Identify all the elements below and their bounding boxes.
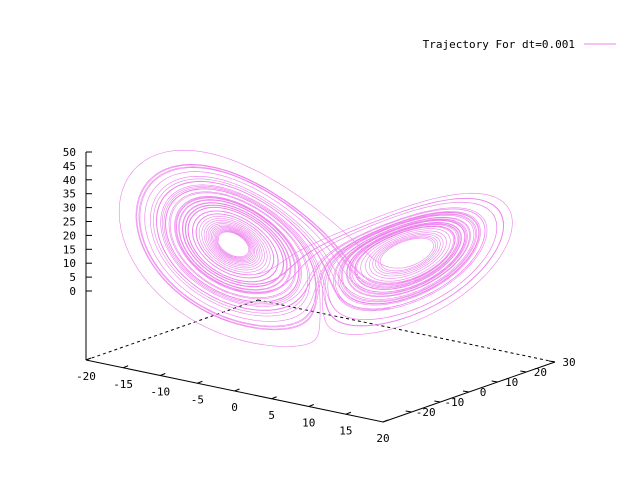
z-tick-label: 45 (63, 160, 76, 173)
z-tick-label: 30 (63, 202, 76, 215)
y-tick-mark (462, 390, 470, 393)
x-tick-mark (271, 396, 277, 400)
legend-label: Trajectory For dt=0.001 (423, 38, 575, 51)
legend: Trajectory For dt=0.001 (423, 38, 616, 51)
x-tick-mark (234, 388, 240, 392)
z-tick-label: 25 (63, 216, 76, 229)
axes-group: -20-15-10-505101520-20-10010203005101520… (63, 146, 576, 445)
x-tick-label: 5 (268, 409, 275, 422)
z-tick-label: 15 (63, 243, 76, 256)
base-back-right-line (257, 299, 556, 363)
y-tick-mark (405, 410, 412, 413)
x-tick-label: -5 (191, 393, 204, 406)
y-tick-label: 20 (534, 366, 547, 379)
x-tick-label: 0 (231, 401, 238, 414)
x-tick-label: -15 (113, 378, 133, 391)
x-tick-label: -10 (150, 386, 170, 399)
z-tick-label: 5 (69, 271, 76, 284)
y-tick-label: -10 (444, 396, 464, 409)
x-tick-mark (382, 419, 389, 423)
z-tick-label: 35 (63, 188, 76, 201)
y-tick-label: 10 (505, 376, 518, 389)
y-tick-label: 30 (562, 356, 575, 369)
x-tick-mark (122, 365, 129, 369)
x-tick-label: -20 (76, 370, 96, 383)
y-tick-label: -20 (416, 406, 436, 419)
y-tick-mark (520, 370, 527, 373)
base-back-left-line (85, 299, 259, 361)
x-tick-mark (308, 404, 314, 407)
x-tick-mark (345, 411, 352, 415)
trajectory-series (118, 149, 513, 347)
x-tick-mark (160, 373, 166, 376)
x-tick-label: 15 (339, 424, 352, 437)
y-tick-label: 0 (480, 386, 487, 399)
z-tick-label: 50 (63, 146, 76, 159)
trajectory-line (118, 149, 513, 347)
x-tick-label: 10 (302, 417, 315, 430)
y-tick-mark (434, 400, 441, 403)
z-tick-label: 0 (69, 285, 76, 298)
z-tick-label: 40 (63, 174, 76, 187)
z-tick-label: 20 (63, 229, 76, 242)
x-tick-label: 20 (376, 432, 389, 445)
y-tick-mark (491, 380, 498, 383)
x-tick-mark (85, 357, 92, 361)
x-tick-mark (197, 380, 203, 384)
z-tick-label: 10 (63, 257, 76, 270)
y-tick-mark (548, 360, 556, 363)
